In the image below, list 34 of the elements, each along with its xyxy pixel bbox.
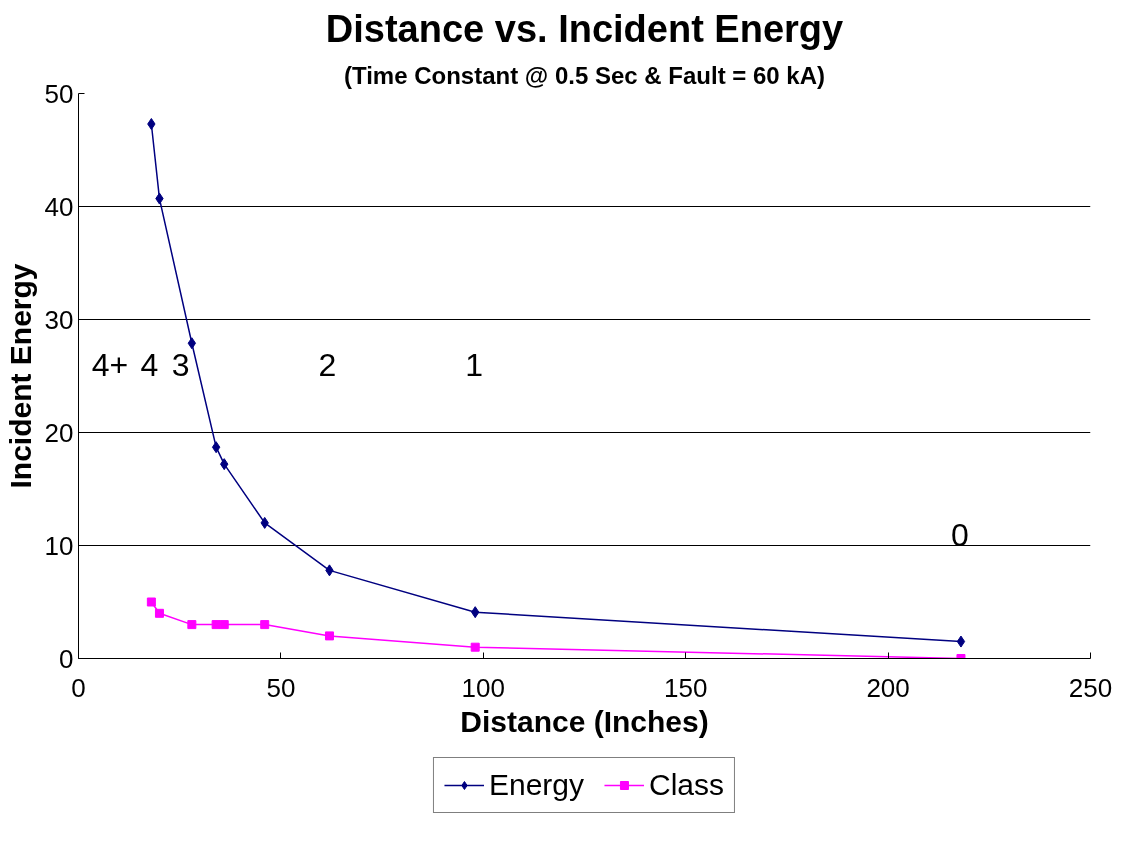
annotation: 3 [171,347,190,383]
x-tick-label: 200 [866,672,910,703]
point [324,631,334,641]
point [956,635,966,648]
y-tick-label: 30 [44,304,74,335]
y-tick-label: 50 [44,78,74,109]
point [219,620,229,630]
x-axis-title: Distance (Inches) [460,704,709,738]
chart-title: Distance vs. Incident Energy [325,7,844,50]
y-tick-label: 40 [44,191,74,222]
annotation: 4 [140,347,159,383]
x-tick-label: 100 [461,672,505,703]
annotation: 0 [951,516,969,553]
chart-subtitle: (Time Constant @ 0.5 Sec & Fault = 60 kA) [343,61,826,89]
y-tick-label: 20 [44,417,74,448]
point [187,620,197,630]
point [146,597,156,607]
y-tick-label: 0 [59,643,74,674]
legend-label: Class [649,768,725,802]
x-tick-label: 50 [266,672,296,703]
point [470,642,480,652]
point [187,337,197,350]
point [211,620,221,630]
point [260,620,270,630]
annotation: 4+ [91,347,129,383]
point [154,608,164,618]
x-tick-label: 250 [1068,672,1113,703]
x-tick-label: 150 [664,672,708,703]
y-axis-title: Incident Energy [3,263,37,489]
point [211,441,221,454]
legend-label: Energy [488,768,585,802]
annotation: 1 [465,347,484,383]
y-tick-label: 10 [44,530,74,561]
annotation: 2 [318,347,337,383]
